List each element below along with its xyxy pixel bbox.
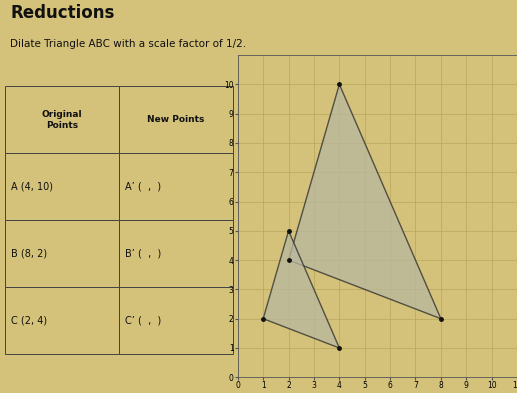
Polygon shape [263, 231, 339, 348]
Polygon shape [288, 84, 441, 319]
Text: Dilate Triangle ABC with a scale factor of 1/2.: Dilate Triangle ABC with a scale factor … [10, 39, 247, 49]
Text: Reductions: Reductions [10, 4, 115, 22]
